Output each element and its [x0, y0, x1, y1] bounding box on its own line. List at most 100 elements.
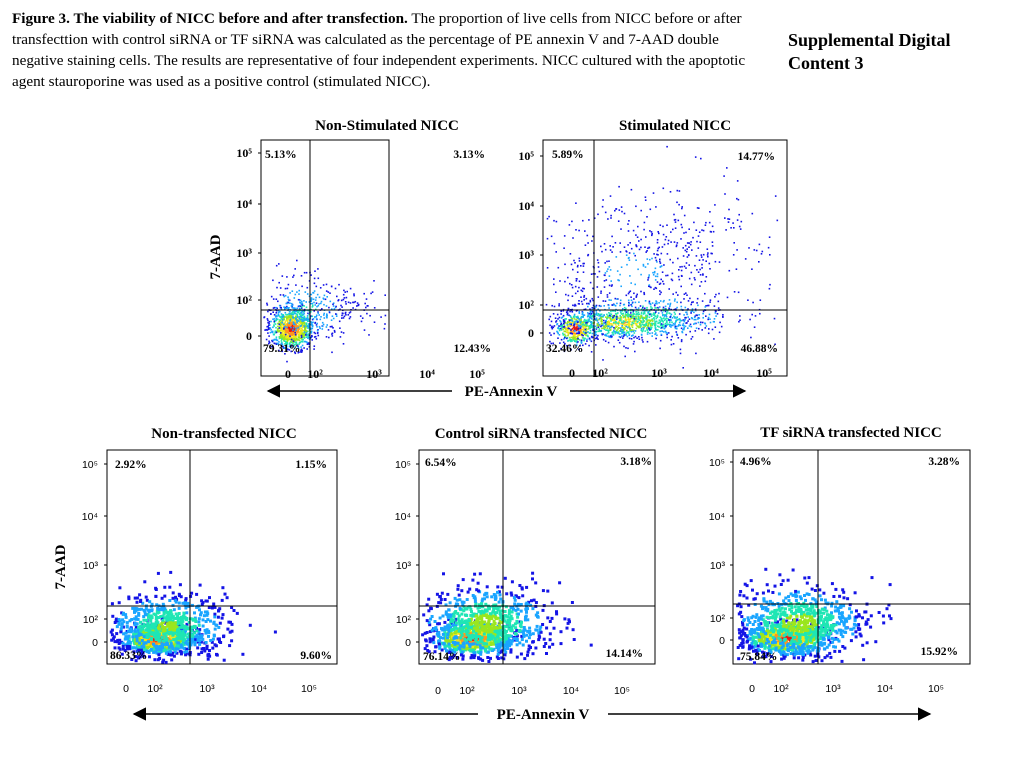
scatter-point: [267, 325, 269, 328]
scatter-point: [145, 628, 149, 632]
scatter-point: [289, 333, 292, 336]
scatter-point: [625, 324, 628, 326]
scatter-point: [226, 627, 230, 631]
scatter-point: [573, 318, 576, 320]
scatter-point: [614, 321, 617, 323]
scatter-point: [171, 603, 175, 607]
scatter-point: [356, 305, 358, 307]
scatter-point: [582, 262, 584, 265]
scatter-point: [310, 311, 312, 313]
scatter-point: [608, 260, 610, 262]
scatter-point: [144, 607, 148, 611]
scatter-point: [588, 219, 590, 221]
scatter-point: [620, 318, 623, 321]
scatter-point: [658, 319, 661, 321]
scatter-point: [297, 325, 300, 328]
scatter-point: [301, 320, 304, 322]
scatter-point: [640, 325, 642, 327]
scatter-point: [323, 314, 325, 316]
scatter-point: [283, 323, 285, 326]
scatter-point: [631, 317, 633, 320]
scatter-point: [270, 313, 272, 315]
scatter-point: [288, 313, 291, 315]
scatter-point: [598, 318, 600, 321]
scatter-point: [570, 338, 573, 341]
scatter-point: [308, 332, 310, 335]
scatter-point: [591, 297, 593, 300]
scatter-point: [687, 254, 690, 256]
scatter-point: [277, 311, 280, 314]
scatter-point: [727, 221, 730, 223]
scatter-point: [275, 314, 277, 317]
scatter-point: [170, 636, 174, 640]
scatter-point: [680, 339, 683, 341]
scatter-point: [137, 633, 141, 637]
scatter-point: [648, 321, 651, 324]
scatter-point: [628, 259, 631, 261]
scatter-point: [595, 313, 598, 315]
scatter-point: [290, 326, 292, 329]
scatter-point: [312, 321, 314, 324]
scatter-point: [205, 644, 209, 648]
scatter-point: [330, 319, 333, 321]
scatter-point: [273, 338, 276, 341]
scatter-point: [654, 256, 657, 259]
scatter-point: [158, 627, 161, 631]
scatter-point: [345, 303, 347, 305]
scatter-point: [575, 229, 577, 231]
scatter-point: [758, 243, 761, 246]
scatter-point: [289, 338, 291, 340]
scatter-point: [606, 327, 608, 329]
scatter-point: [163, 585, 167, 589]
scatter-point: [286, 345, 288, 347]
scatter-point: [580, 320, 582, 323]
scatter-point: [293, 339, 296, 341]
scatter-point: [307, 330, 309, 333]
scatter-point: [616, 329, 618, 332]
scatter-point: [278, 304, 281, 307]
scatter-point: [645, 251, 647, 253]
scatter-point: [589, 325, 592, 328]
scatter-point: [604, 321, 607, 324]
scatter-point: [220, 616, 224, 620]
scatter-point: [664, 325, 667, 327]
scatter-point: [151, 631, 155, 635]
scatter-point: [308, 327, 311, 330]
scatter-point: [162, 643, 166, 647]
scatter-point: [622, 320, 625, 322]
scatter-point: [275, 264, 278, 267]
scatter-point: [320, 302, 322, 305]
scatter-point: [759, 312, 761, 315]
scatter-point: [294, 268, 296, 270]
scatter-point: [606, 260, 608, 263]
scatter-point: [268, 342, 270, 345]
scatter-point: [221, 586, 225, 590]
scatter-point: [674, 313, 676, 315]
scatter-point: [589, 329, 592, 332]
scatter-point: [707, 252, 709, 254]
scatter-point: [620, 322, 622, 325]
scatter-point: [166, 610, 169, 614]
scatter-point: [631, 326, 634, 329]
scatter-point: [569, 325, 571, 327]
scatter-point: [642, 305, 644, 308]
scatter-point: [667, 239, 670, 242]
scatter-point: [560, 317, 563, 319]
scatter-point: [635, 317, 637, 320]
scatter-point: [267, 319, 269, 322]
scatter-point: [147, 615, 150, 619]
scatter-point: [633, 329, 635, 332]
scatter-point: [575, 278, 578, 280]
scatter-point: [667, 317, 669, 320]
scatter-point: [620, 331, 623, 333]
scatter-point: [317, 277, 320, 280]
scatter-point: [613, 321, 615, 324]
scatter-point: [715, 293, 717, 296]
scatter-point: [689, 243, 692, 246]
scatter-point: [316, 293, 319, 296]
scatter-point: [662, 314, 665, 316]
scatter-point: [130, 658, 134, 661]
scatter-point: [174, 647, 178, 651]
scatter-point: [594, 331, 597, 334]
scatter-point: [609, 326, 611, 329]
